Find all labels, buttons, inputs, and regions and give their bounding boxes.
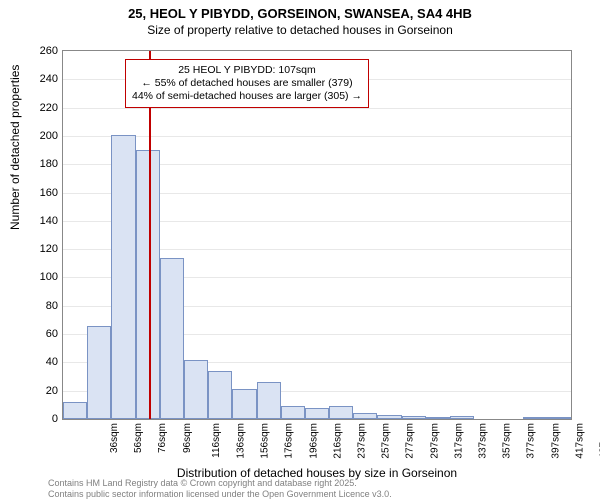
- x-tick-label: 196sqm: [308, 423, 319, 459]
- y-tick-label: 240: [40, 73, 63, 85]
- x-tick-label: 36sqm: [109, 423, 120, 453]
- chart-subtitle: Size of property relative to detached ho…: [0, 23, 600, 41]
- x-tick-label: 377sqm: [526, 423, 537, 459]
- histogram-bar: [305, 408, 329, 419]
- histogram-bar: [377, 415, 401, 419]
- histogram-bar: [136, 150, 160, 419]
- histogram-bar: [160, 258, 184, 419]
- histogram-bar: [523, 417, 547, 419]
- y-tick-label: 200: [40, 130, 63, 142]
- histogram-bar: [111, 135, 135, 419]
- histogram-bar: [353, 413, 377, 419]
- footer-attribution: Contains HM Land Registry data © Crown c…: [48, 478, 392, 499]
- histogram-bar: [63, 402, 87, 419]
- histogram-bar: [232, 389, 256, 419]
- y-tick-label: 60: [46, 328, 63, 340]
- annotation-box: 25 HEOL Y PIBYDD: 107sqm← 55% of detache…: [125, 59, 369, 108]
- x-tick-label: 257sqm: [381, 423, 392, 459]
- gridline: [63, 136, 571, 137]
- histogram-bar: [208, 371, 232, 419]
- annotation-line-2: ← 55% of detached houses are smaller (37…: [132, 77, 362, 90]
- histogram-bar: [450, 416, 474, 419]
- title-line-1: 25, HEOL Y PIBYDD, GORSEINON, SWANSEA, S…: [128, 6, 472, 21]
- x-tick-label: 216sqm: [332, 423, 343, 459]
- histogram-bar: [329, 406, 353, 419]
- y-tick-label: 180: [40, 158, 63, 170]
- y-tick-label: 20: [46, 385, 63, 397]
- histogram-bar: [547, 417, 571, 419]
- annotation-line-3: 44% of semi-detached houses are larger (…: [132, 90, 362, 103]
- x-tick-label: 176sqm: [284, 423, 295, 459]
- y-tick-label: 100: [40, 271, 63, 283]
- x-tick-label: 357sqm: [502, 423, 513, 459]
- x-tick-label: 397sqm: [550, 423, 561, 459]
- x-tick-label: 116sqm: [211, 423, 222, 458]
- histogram-bar: [257, 382, 281, 419]
- y-tick-label: 260: [40, 45, 63, 57]
- y-tick-label: 80: [46, 300, 63, 312]
- x-tick-label: 297sqm: [429, 423, 440, 459]
- y-tick-label: 40: [46, 356, 63, 368]
- x-tick-label: 237sqm: [357, 423, 368, 459]
- footer-line-1: Contains HM Land Registry data © Crown c…: [48, 478, 357, 488]
- histogram-bar: [184, 360, 208, 419]
- x-tick-label: 277sqm: [405, 423, 416, 459]
- histogram-bar: [426, 417, 450, 419]
- x-tick-label: 136sqm: [236, 423, 247, 459]
- chart-title: 25, HEOL Y PIBYDD, GORSEINON, SWANSEA, S…: [0, 0, 600, 23]
- y-tick-label: 140: [40, 215, 63, 227]
- histogram-bar: [281, 406, 305, 419]
- y-axis-label: Number of detached properties: [8, 65, 22, 230]
- x-tick-label: 156sqm: [260, 423, 271, 459]
- histogram-bar: [87, 326, 111, 419]
- plot-area: 02040608010012014016018020022024026036sq…: [62, 50, 572, 420]
- y-tick-label: 160: [40, 187, 63, 199]
- annotation-line-1: 25 HEOL Y PIBYDD: 107sqm: [132, 64, 362, 77]
- x-tick-label: 76sqm: [157, 423, 168, 453]
- x-tick-label: 56sqm: [133, 423, 144, 453]
- y-tick-label: 120: [40, 243, 63, 255]
- histogram-bar: [402, 416, 426, 419]
- x-tick-label: 417sqm: [574, 423, 585, 459]
- x-tick-label: 96sqm: [182, 423, 193, 453]
- x-tick-label: 317sqm: [453, 423, 464, 459]
- y-tick-label: 220: [40, 102, 63, 114]
- footer-line-2: Contains public sector information licen…: [48, 489, 392, 499]
- x-tick-label: 337sqm: [478, 423, 489, 459]
- y-tick-label: 0: [52, 413, 63, 425]
